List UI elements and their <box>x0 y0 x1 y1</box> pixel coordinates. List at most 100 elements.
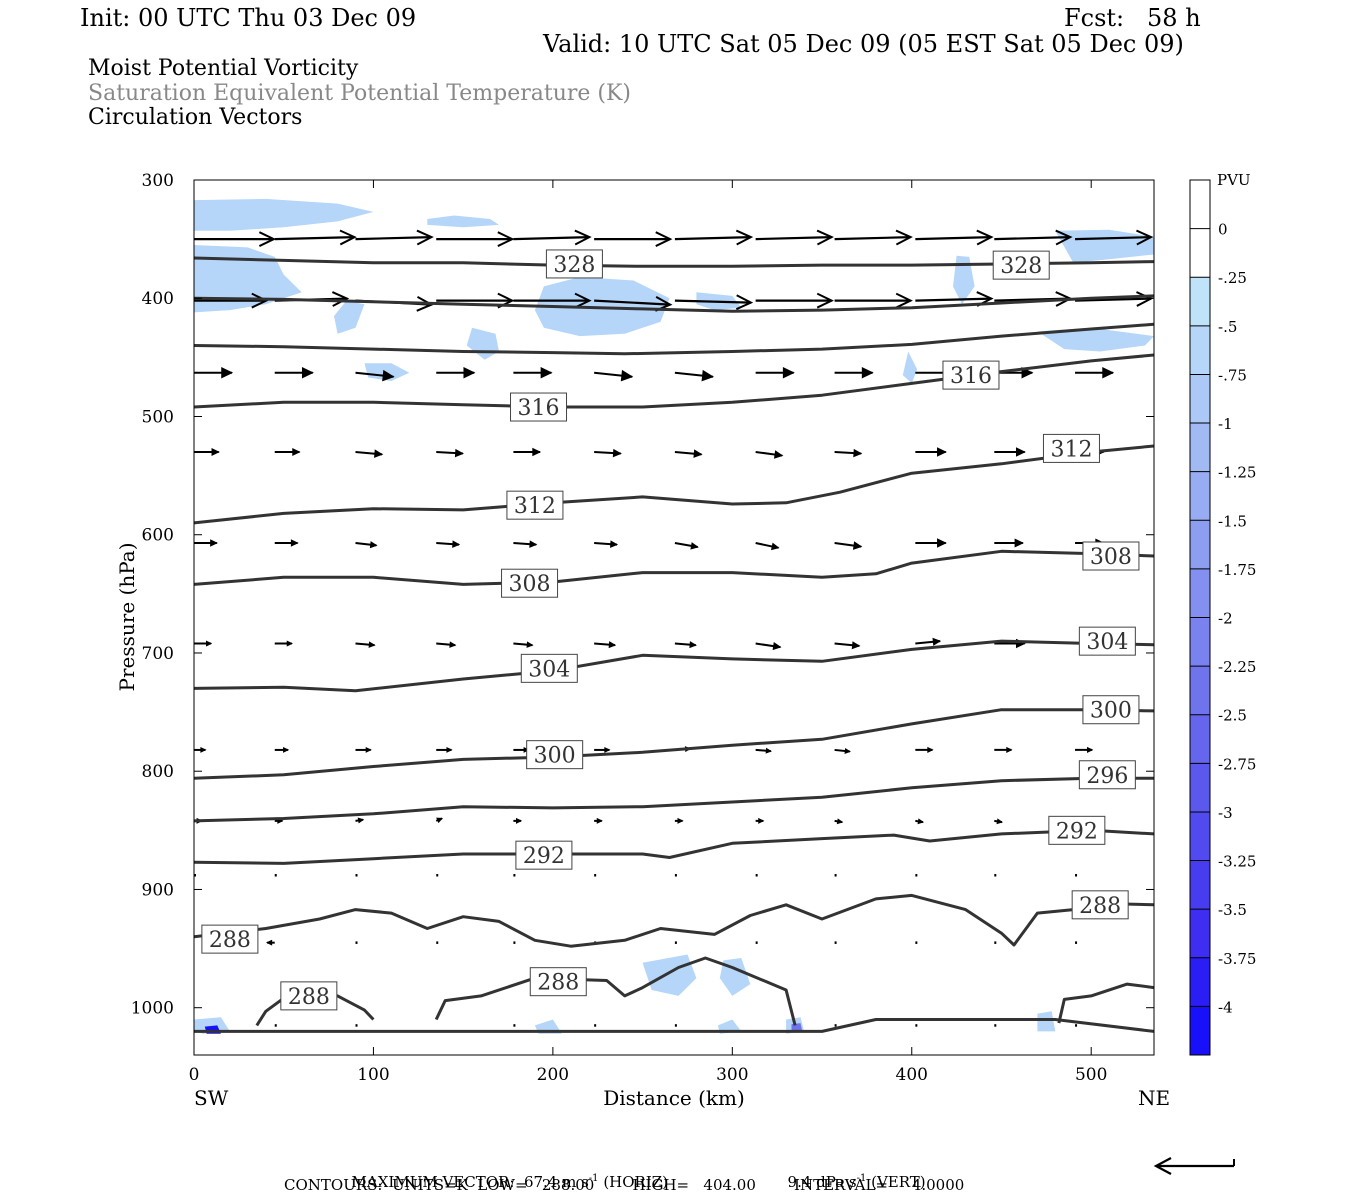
pv-region-1 <box>194 245 302 313</box>
vector-head <box>368 641 376 648</box>
colorbar-label: -1.25 <box>1218 464 1256 482</box>
vector-shaft <box>594 299 671 306</box>
vector-arrow <box>755 542 780 551</box>
vector-arrow <box>674 641 697 649</box>
vector-head <box>369 541 378 549</box>
pv-region-12 <box>642 954 697 996</box>
vector-head <box>844 748 851 754</box>
vector-arrow <box>755 292 834 309</box>
contour-label-box <box>515 840 573 870</box>
colorbar-title: PVU <box>1217 171 1251 189</box>
y-tick-label: 300 <box>142 171 174 191</box>
colorbar-segment <box>1190 568 1210 618</box>
vector-head <box>937 538 947 548</box>
pv-region-0 <box>194 198 374 231</box>
vector-arrow <box>1075 366 1115 379</box>
vector-shaft <box>915 236 992 241</box>
vector-head <box>677 817 684 824</box>
contour-label-box <box>1071 890 1129 920</box>
contour-label-text: 304 <box>528 657 570 682</box>
pv-region-13 <box>719 958 751 996</box>
vector-shaft <box>755 236 832 241</box>
sw-label: SW <box>194 1086 229 1110</box>
vector-arrow <box>594 448 622 458</box>
vector-arrow <box>755 642 782 651</box>
contour-label-box <box>1082 541 1140 571</box>
contour-288-13 <box>434 956 797 1026</box>
contour-label-328: 328 <box>545 249 603 279</box>
contour-label-box <box>520 653 578 683</box>
colorbar-segment <box>1190 277 1210 327</box>
x-axis-title: Distance (km) <box>603 1086 745 1110</box>
contour-label-304: 304 <box>520 653 578 683</box>
y-tick-label: 500 <box>142 407 174 427</box>
vector-head <box>816 292 834 309</box>
contour-label-text: 288 <box>209 928 251 953</box>
vector-head <box>283 746 290 753</box>
vector-arrow <box>274 229 357 246</box>
vector-arrow <box>834 541 863 550</box>
contour-300-7 <box>194 708 1154 780</box>
vector-head <box>1014 538 1024 548</box>
vector-shaft <box>513 236 590 241</box>
vector-head <box>301 366 314 379</box>
vector-arrow <box>674 369 715 382</box>
vector-arrow <box>834 641 861 650</box>
max-vector-label: MAXIMUM VECTOR: <box>351 1173 515 1191</box>
contour-label-text: 308 <box>1090 545 1132 570</box>
contour-label-box <box>992 250 1050 280</box>
vector-head <box>449 641 457 648</box>
colorbar-label: -2 <box>1218 610 1233 628</box>
vector-arrow <box>355 817 365 824</box>
vector-arrow <box>594 369 634 382</box>
contour-296-8 <box>194 776 1154 823</box>
contour-312-4 <box>194 444 1154 525</box>
pv-region-10 <box>1055 229 1154 263</box>
vector-shaft <box>1075 297 1152 302</box>
contour-label-box <box>1082 695 1140 725</box>
vector-arrow <box>755 747 772 754</box>
vector-arrow <box>355 229 434 246</box>
vector-arrow <box>915 637 942 646</box>
pv-region-18 <box>1037 1011 1056 1032</box>
vector-head <box>339 229 357 246</box>
vector-head <box>782 366 795 379</box>
pv-region-9 <box>953 255 975 305</box>
vector-head <box>655 231 673 247</box>
contour-label-text: 316 <box>518 396 560 421</box>
x-tick-label: 100 <box>357 1065 389 1085</box>
vector-head <box>1102 366 1115 379</box>
forecast-hour: Fcst: 58 h <box>1064 4 1201 32</box>
vector-arrow <box>274 447 301 456</box>
vector-arrow <box>994 538 1024 548</box>
vector-arrow <box>355 369 395 382</box>
vector-shaft <box>915 297 992 302</box>
vector-head <box>1087 746 1094 753</box>
contour-label-text: 288 <box>1079 894 1121 919</box>
vector-arrow <box>994 746 1013 753</box>
colorbar-label: -.25 <box>1218 269 1247 287</box>
reference-vector-arrow <box>1153 1157 1235 1175</box>
vector-arrow <box>994 229 1073 246</box>
colorbar-label: -2.75 <box>1218 755 1256 773</box>
x-tick-label: 200 <box>537 1065 569 1085</box>
x-tick-label: 400 <box>896 1065 928 1085</box>
vector-arrow <box>915 818 925 825</box>
vector-head <box>610 540 619 548</box>
contour-label-text: 296 <box>1086 764 1128 789</box>
contour-308-5 <box>194 549 1154 586</box>
vector-head <box>292 447 301 456</box>
vector-head <box>693 449 703 458</box>
ne-label: NE <box>1138 1086 1170 1110</box>
colorbar-segment <box>1190 374 1210 424</box>
vector-head <box>996 818 1004 825</box>
vector-arrow <box>513 817 523 824</box>
vector-arrow <box>274 539 299 547</box>
colorbar-segment <box>1190 860 1210 910</box>
contour-label-text: 300 <box>534 744 576 769</box>
vector-arrow <box>436 641 457 648</box>
vector-head <box>454 448 464 458</box>
y-tick-label: 1000 <box>131 999 174 1019</box>
vector-arrow <box>755 450 784 459</box>
y-axis-title: Pressure (hPa) <box>115 543 139 692</box>
